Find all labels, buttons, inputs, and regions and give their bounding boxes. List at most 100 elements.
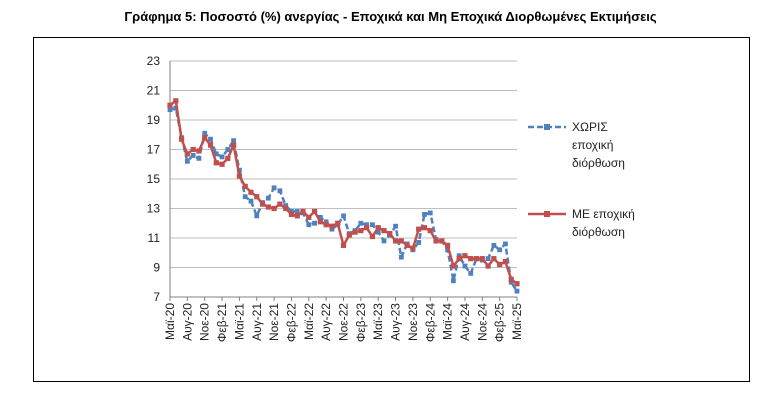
data-point-with-adjustment <box>445 242 451 248</box>
y-tick-label: 9 <box>153 261 160 275</box>
data-point-without-adjustment <box>231 138 237 144</box>
data-point-without-adjustment <box>422 212 427 217</box>
data-point-without-adjustment <box>167 107 173 113</box>
data-point-without-adjustment <box>468 271 474 276</box>
data-point-without-adjustment <box>248 198 254 204</box>
data-point-with-adjustment <box>248 189 254 195</box>
data-point-without-adjustment <box>503 241 508 247</box>
data-point-with-adjustment <box>387 230 393 237</box>
data-point-with-adjustment <box>416 226 422 232</box>
data-point-without-adjustment <box>317 214 323 220</box>
data-point-with-adjustment <box>375 225 381 231</box>
x-tick-label: Νοε-22 <box>337 303 351 341</box>
x-tick-label: Μαϊ-24 <box>441 303 455 340</box>
data-point-without-adjustment <box>271 185 277 191</box>
x-tick-label: Αυγ-23 <box>389 303 403 341</box>
data-point-without-adjustment <box>329 226 335 232</box>
data-point-with-adjustment <box>173 98 179 104</box>
data-point-without-adjustment <box>427 210 433 216</box>
x-tick-label: Φεβ-21 <box>215 303 229 342</box>
data-point-with-adjustment <box>329 223 335 229</box>
x-tick-label: Νοε-21 <box>267 303 281 341</box>
y-tick-label: 19 <box>147 113 161 127</box>
x-tick-label: Φεβ-24 <box>423 303 437 342</box>
data-point-with-adjustment <box>167 102 173 108</box>
x-tick-label: Νοε-24 <box>475 303 489 341</box>
legend-label: ΜΕ εποχική <box>572 207 635 221</box>
y-tick-label: 23 <box>147 54 161 68</box>
data-point-with-adjustment <box>468 256 474 262</box>
chart-title: Γράφημα 5: Ποσοστό (%) ανεργίας - Εποχικ… <box>124 9 657 24</box>
data-point-without-adjustment <box>283 203 289 208</box>
data-point-without-adjustment <box>289 209 294 214</box>
data-point-with-adjustment <box>202 135 208 141</box>
data-point-with-adjustment <box>473 256 480 262</box>
data-point-with-adjustment <box>410 245 416 251</box>
data-point-with-adjustment <box>225 155 231 161</box>
data-point-without-adjustment <box>196 155 202 161</box>
x-tick-label: Μαϊ-21 <box>232 303 246 340</box>
y-tick-label: 21 <box>147 84 161 98</box>
data-point-without-adjustment <box>341 213 346 219</box>
data-point-with-adjustment <box>178 136 185 142</box>
data-point-without-adjustment <box>242 194 248 200</box>
data-point-without-adjustment <box>456 253 462 259</box>
data-point-without-adjustment <box>254 213 260 219</box>
data-point-without-adjustment <box>450 278 456 284</box>
data-point-with-adjustment <box>352 229 358 235</box>
y-tick-label: 17 <box>147 143 161 157</box>
x-tick-label: Νοε-23 <box>406 303 420 341</box>
data-point-with-adjustment <box>283 205 289 212</box>
y-tick-label: 7 <box>153 290 160 304</box>
x-tick-label: Αυγ-20 <box>180 303 194 341</box>
data-point-with-adjustment <box>508 276 514 282</box>
data-point-without-adjustment <box>306 222 312 228</box>
legend-label: εποχική <box>572 138 613 152</box>
data-point-with-adjustment <box>259 201 266 207</box>
x-tick-label: Νοε-20 <box>198 303 212 341</box>
data-point-without-adjustment <box>265 195 271 201</box>
data-point-with-adjustment <box>335 220 341 226</box>
x-tick-label: Αυγ-24 <box>458 303 472 341</box>
data-point-with-adjustment <box>369 233 376 240</box>
data-point-with-adjustment <box>242 183 248 189</box>
data-point-with-adjustment <box>514 281 520 287</box>
data-point-with-adjustment <box>485 263 491 269</box>
data-point-with-adjustment <box>502 259 509 265</box>
data-point-with-adjustment <box>311 208 318 215</box>
data-point-without-adjustment <box>508 279 514 285</box>
data-point-without-adjustment <box>491 242 497 248</box>
x-tick-label: Μαϊ-23 <box>371 303 385 340</box>
data-point-without-adjustment <box>219 154 225 160</box>
data-point-with-adjustment <box>381 228 387 234</box>
y-tick-label: 15 <box>147 172 161 186</box>
data-point-without-adjustment <box>398 254 404 260</box>
data-point-with-adjustment <box>398 238 404 244</box>
legend-label: διόρθωση <box>572 225 625 239</box>
x-tick-label: Φεβ-23 <box>354 303 368 342</box>
data-point-with-adjustment <box>479 256 485 262</box>
data-point-with-adjustment <box>392 238 399 244</box>
y-tick-label: 11 <box>148 231 161 245</box>
data-point-without-adjustment <box>213 151 219 157</box>
legend-marker <box>544 124 550 130</box>
data-point-with-adjustment <box>294 213 300 219</box>
x-tick-label: Μαϊ-22 <box>302 303 316 340</box>
data-point-with-adjustment <box>450 263 456 269</box>
x-tick-label: Αυγ-22 <box>319 303 333 341</box>
legend-label: διόρθωση <box>572 156 625 170</box>
x-tick-label: Αυγ-21 <box>250 303 264 341</box>
legend-label: ΧΩΡΙΣ <box>572 120 608 134</box>
data-point-without-adjustment <box>416 240 422 245</box>
data-point-without-adjustment <box>190 153 196 158</box>
data-point-without-adjustment <box>497 247 503 253</box>
data-point-with-adjustment <box>277 201 283 207</box>
data-point-with-adjustment <box>306 214 312 220</box>
data-point-without-adjustment <box>514 288 520 294</box>
data-point-with-adjustment <box>190 146 196 153</box>
chart-frame <box>33 37 750 382</box>
data-point-without-adjustment <box>375 229 381 235</box>
data-point-with-adjustment <box>288 211 295 217</box>
data-point-with-adjustment <box>317 219 323 225</box>
data-point-with-adjustment <box>491 256 497 262</box>
